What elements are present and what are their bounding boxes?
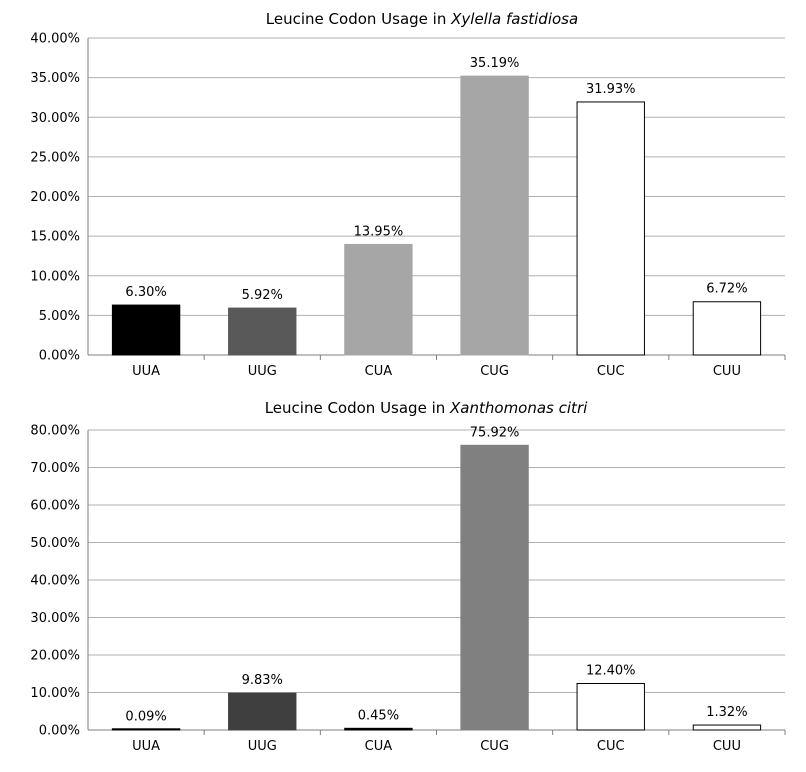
category-label: CUC — [597, 364, 625, 379]
y-tick-label: 10.00% — [30, 269, 80, 284]
bar-cug — [460, 444, 529, 731]
category-label: CUC — [597, 739, 625, 754]
bar-uua — [111, 304, 181, 356]
chart-xanthomonas: Leucine Codon Usage in Xanthomonas citri… — [30, 399, 786, 754]
category-label: CUG — [480, 364, 509, 379]
bar-cuc — [576, 101, 645, 356]
y-tick-label: 60.00% — [30, 499, 80, 514]
data-label: 6.30% — [125, 285, 166, 300]
data-label: 0.09% — [125, 710, 166, 725]
y-tick-label: 35.00% — [30, 71, 80, 86]
data-label: 12.40% — [586, 664, 636, 679]
category-label: CUU — [713, 364, 741, 379]
bar-cuc — [576, 683, 645, 731]
data-label: 31.93% — [586, 82, 636, 97]
category-label: CUA — [365, 364, 393, 379]
data-label: 6.72% — [706, 282, 747, 297]
y-tick-label: 80.00% — [30, 424, 80, 439]
y-tick-label: 0.00% — [39, 349, 80, 364]
data-label: 75.92% — [470, 425, 520, 440]
data-label: 35.19% — [470, 56, 520, 71]
y-tick-label: 40.00% — [30, 32, 80, 47]
category-label: UUA — [132, 739, 160, 754]
y-tick-label: 20.00% — [30, 649, 80, 664]
category-label: CUU — [713, 739, 741, 754]
category-label: UUG — [248, 739, 277, 754]
y-tick-label: 5.00% — [39, 309, 80, 324]
category-label: UUA — [132, 364, 160, 379]
bar-cuu — [692, 724, 762, 731]
y-tick-label: 70.00% — [30, 461, 80, 476]
data-label: 0.45% — [358, 708, 399, 723]
data-label: 13.95% — [354, 224, 404, 239]
bar-cuu — [692, 301, 762, 356]
bar-cug — [460, 75, 529, 356]
chart-xylella: Leucine Codon Usage in Xylella fastidios… — [30, 10, 786, 379]
y-tick-label: 15.00% — [30, 230, 80, 245]
category-label: CUA — [365, 739, 393, 754]
bar-cua — [344, 243, 413, 356]
y-tick-label: 30.00% — [30, 611, 80, 626]
category-label: CUG — [480, 739, 509, 754]
chart-title: Leucine Codon Usage in Xylella fastidios… — [266, 10, 578, 28]
data-label: 5.92% — [242, 288, 283, 303]
y-tick-label: 30.00% — [30, 111, 80, 126]
bar-uua — [111, 728, 181, 731]
bar-uug — [228, 692, 297, 731]
data-label: 1.32% — [706, 705, 747, 720]
data-label: 9.83% — [242, 673, 283, 688]
chart-title: Leucine Codon Usage in Xanthomonas citri — [265, 399, 588, 417]
category-label: UUG — [248, 364, 277, 379]
y-tick-label: 20.00% — [30, 190, 80, 205]
bar-cua — [344, 727, 413, 731]
bar-uug — [228, 307, 297, 356]
y-tick-label: 50.00% — [30, 536, 80, 551]
y-tick-label: 25.00% — [30, 150, 80, 165]
y-tick-label: 10.00% — [30, 686, 80, 701]
y-tick-label: 0.00% — [39, 724, 80, 739]
y-tick-label: 40.00% — [30, 574, 80, 589]
